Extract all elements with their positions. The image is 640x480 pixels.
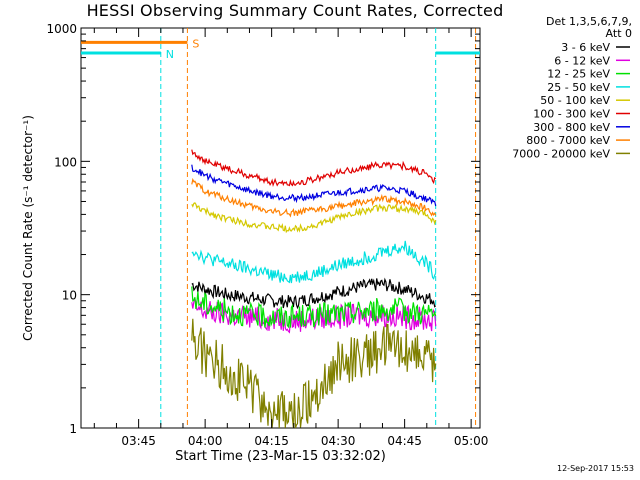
x-tick-label: 04:00 (188, 434, 223, 448)
legend-label: 3 - 6 keV (561, 41, 610, 54)
legend-label: 100 - 300 keV (533, 108, 610, 121)
series-line (191, 318, 437, 429)
annotations-layer: SN (81, 28, 480, 428)
series-line (191, 286, 437, 329)
x-tick-label: 04:45 (387, 434, 422, 448)
series-line (191, 164, 437, 207)
y-tick-label: 10 (62, 289, 77, 303)
series-line (191, 277, 437, 310)
legend-header: Det 1,3,5,6,7,9, (546, 15, 632, 28)
series-layer (191, 149, 437, 429)
x-tick-label: 03:45 (121, 434, 156, 448)
legend-label: 25 - 50 keV (547, 81, 610, 94)
chart-title: HESSI Observing Summary Count Rates, Cor… (86, 1, 504, 20)
axes-layer: 1 10 100 1000 03:45 04:00 04:15 04:30 04:45 05:00 (46, 22, 488, 448)
legend-label: 300 - 800 keV (533, 121, 610, 134)
y-tick-label: 100 (54, 155, 77, 169)
y-tick-label: 1000 (46, 22, 77, 36)
x-tick-label: 04:15 (254, 434, 289, 448)
annotation-label: S (192, 37, 199, 50)
x-axis-label: Start Time (23-Mar-15 03:32:02) (175, 449, 386, 464)
series-line (191, 240, 437, 284)
timestamp: 12-Sep-2017 15:53 (557, 464, 634, 473)
legend-label: 50 - 100 keV (540, 94, 610, 107)
series-line (191, 177, 437, 218)
legend-header: Att 0 (606, 27, 632, 40)
legend-label: 800 - 7000 keV (526, 134, 610, 147)
y-tick-label: 1 (69, 422, 77, 436)
plot-frame (80, 27, 481, 429)
legend-label: 6 - 12 keV (554, 54, 610, 67)
series-line (191, 202, 437, 234)
y-axis-label: Corrected Count Rate (s⁻¹ detector⁻¹) (21, 115, 35, 341)
series-line (191, 296, 437, 334)
x-tick-label: 05:00 (454, 434, 489, 448)
x-tick-label: 04:30 (321, 434, 356, 448)
series-line (191, 149, 437, 187)
legend-label: 12 - 25 keV (547, 68, 610, 81)
annotation-label: N (166, 48, 174, 61)
legend-label: 7000 - 20000 keV (512, 147, 610, 160)
